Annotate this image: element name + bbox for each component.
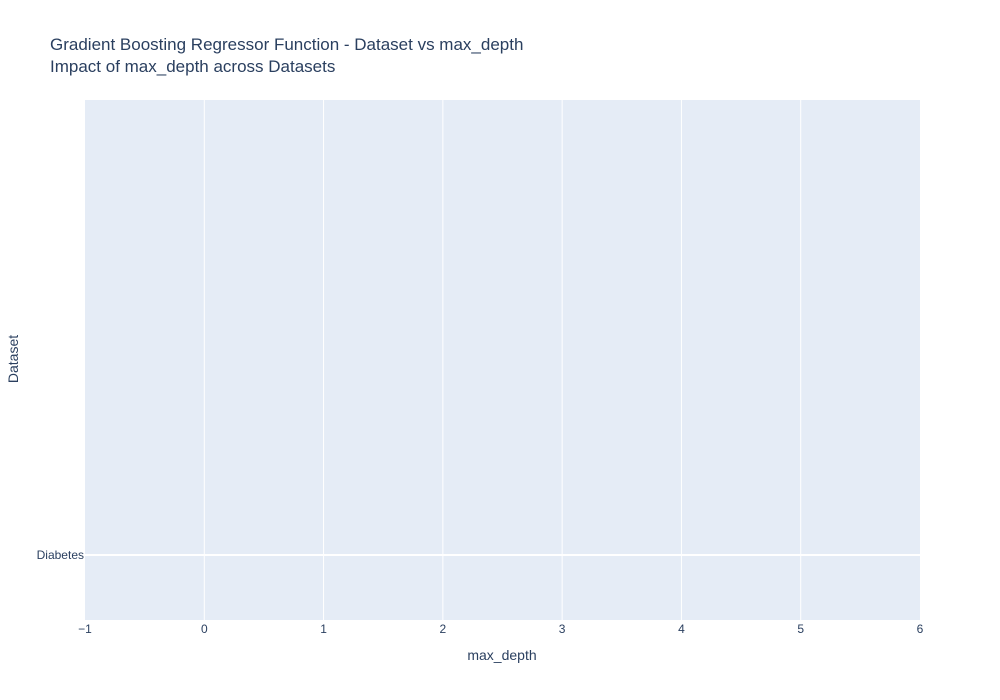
y-tick-label: Diabetes	[37, 548, 84, 562]
x-tick-label: 1	[320, 622, 327, 636]
x-tick-label: 3	[559, 622, 566, 636]
x-tick-labels: −1 0 1 2 3 4 5 6	[78, 622, 924, 636]
y-tick-labels: Diabetes	[37, 548, 84, 562]
x-tick-label: 6	[917, 622, 924, 636]
x-tick-label: 5	[797, 622, 804, 636]
x-tick-label: 4	[678, 622, 685, 636]
x-tick-label: −1	[78, 622, 92, 636]
chart-subtitle: Impact of max_depth across Datasets	[50, 57, 335, 76]
x-axis-title: max_depth	[467, 647, 536, 663]
x-tick-label: 0	[201, 622, 208, 636]
x-gridlines	[203, 100, 802, 620]
chart-title: Gradient Boosting Regressor Function - D…	[50, 35, 523, 54]
plot-area	[85, 100, 920, 620]
y-axis-title: Dataset	[5, 335, 21, 383]
x-tick-label: 2	[440, 622, 447, 636]
